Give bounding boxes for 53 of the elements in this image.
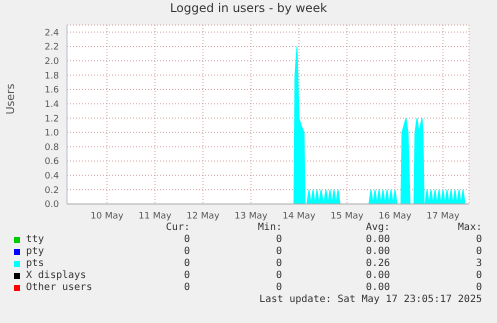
y-tick-label: 0.0 — [44, 200, 60, 210]
x-tick-label: 15 May — [330, 211, 364, 222]
text: 0 — [276, 282, 282, 293]
text: Max: — [458, 222, 482, 233]
x-tick-label: 11 May — [138, 211, 172, 222]
y-tick-label: 0.6 — [44, 157, 60, 168]
text: 0 — [476, 270, 482, 281]
y-tick-label: 1.4 — [44, 100, 60, 110]
text: 0.00 — [366, 282, 390, 293]
x-tick-label: 12 May — [186, 211, 220, 222]
chart-title: Logged in users - by week — [168, 1, 328, 15]
text: 0 — [184, 246, 190, 257]
legend-label: Other users — [26, 282, 92, 293]
y-tick-label: 1.6 — [44, 86, 60, 96]
y-tick-label: 2.0 — [44, 56, 60, 67]
legend-label: pty — [26, 246, 44, 257]
y-tick-label: 1.8 — [44, 71, 60, 82]
y-tick-label: 1.0 — [44, 128, 60, 139]
text: 0 — [276, 246, 282, 257]
x-tick-label: 16 May — [378, 211, 412, 222]
y-tick-label: 2.2 — [44, 42, 59, 53]
text: 0 — [184, 282, 190, 293]
text: 0 — [476, 282, 482, 293]
y-tick-label: 2.4 — [44, 28, 60, 38]
text: Last update: Sat May 17 23:05:17 2025 — [259, 294, 482, 305]
text: 0.00 — [366, 270, 390, 281]
text: 0.26 — [366, 258, 390, 269]
legend-label: X displays — [26, 270, 86, 281]
x-tick-label: 17 May — [426, 211, 460, 222]
text: 0 — [184, 234, 190, 245]
y-tick-label: 0.2 — [44, 186, 59, 196]
text: 0 — [276, 258, 282, 269]
legend-label: pts — [26, 258, 44, 269]
legend-label: tty — [26, 234, 44, 245]
text: 0.00 — [366, 234, 390, 245]
y-tick-label: 0.4 — [44, 172, 60, 182]
text: Cur: — [166, 222, 190, 233]
text: Avg: — [366, 222, 390, 233]
text: Min: — [258, 222, 282, 233]
text: 0 — [276, 270, 282, 281]
text: 0 — [476, 234, 482, 245]
text: 0 — [276, 234, 282, 245]
text: 0 — [184, 270, 190, 281]
x-tick-label: 13 May — [234, 211, 268, 222]
x-tick-label: 14 May — [282, 211, 316, 222]
text: 0 — [184, 258, 190, 269]
y-tick-label: 1.2 — [44, 114, 59, 124]
text: 0 — [476, 246, 482, 257]
text: 3 — [476, 258, 482, 269]
text: 0.00 — [366, 246, 390, 257]
y-tick-label: 0.8 — [44, 142, 60, 153]
y-axis-title: Users — [4, 83, 17, 114]
x-tick-label: 10 May — [90, 211, 124, 222]
